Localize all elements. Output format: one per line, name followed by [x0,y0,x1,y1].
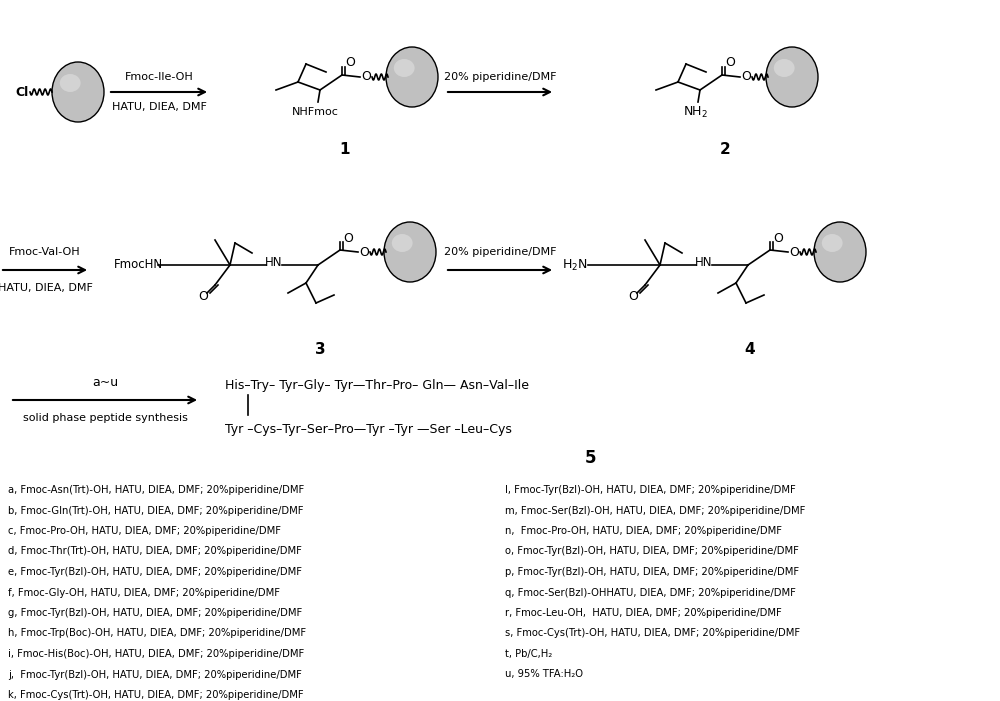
Text: p, Fmoc-Tyr(Bzl)-OH, HATU, DIEA, DMF; 20%piperidine/DMF: p, Fmoc-Tyr(Bzl)-OH, HATU, DIEA, DMF; 20… [505,567,799,577]
Text: O: O [725,57,735,69]
Text: 20% piperidine/DMF: 20% piperidine/DMF [444,247,556,257]
Ellipse shape [814,222,866,282]
Text: e, Fmoc-Tyr(Bzl)-OH, HATU, DIEA, DMF; 20%piperidine/DMF: e, Fmoc-Tyr(Bzl)-OH, HATU, DIEA, DMF; 20… [8,567,302,577]
Text: O: O [741,71,751,83]
Text: s, Fmoc-Cys(Trt)-OH, HATU, DIEA, DMF; 20%piperidine/DMF: s, Fmoc-Cys(Trt)-OH, HATU, DIEA, DMF; 20… [505,629,800,639]
Text: o, Fmoc-Tyr(Bzl)-OH, HATU, DIEA, DMF; 20%piperidine/DMF: o, Fmoc-Tyr(Bzl)-OH, HATU, DIEA, DMF; 20… [505,547,799,557]
Text: u, 95% TFA:H₂O: u, 95% TFA:H₂O [505,669,583,679]
Text: O: O [343,231,353,245]
Text: t, Pb/C,H₂: t, Pb/C,H₂ [505,649,552,659]
Text: O: O [198,290,208,304]
Text: m, Fmoc-Ser(Bzl)-OH, HATU, DIEA, DMF; 20%piperidine/DMF: m, Fmoc-Ser(Bzl)-OH, HATU, DIEA, DMF; 20… [505,505,805,515]
Ellipse shape [60,74,81,92]
Text: O: O [628,290,638,304]
Ellipse shape [822,234,843,252]
Text: O: O [789,245,799,259]
Text: 1: 1 [340,142,350,158]
Text: Fmoc-Val-OH: Fmoc-Val-OH [9,247,81,257]
Text: f, Fmoc-Gly-OH, HATU, DIEA, DMF; 20%piperidine/DMF: f, Fmoc-Gly-OH, HATU, DIEA, DMF; 20%pipe… [8,587,280,597]
Text: 4: 4 [745,343,755,358]
Text: l, Fmoc-Tyr(Bzl)-OH, HATU, DIEA, DMF; 20%piperidine/DMF: l, Fmoc-Tyr(Bzl)-OH, HATU, DIEA, DMF; 20… [505,485,796,495]
Ellipse shape [392,234,413,252]
Text: His–Try– Tyr–Gly– Tyr—Thr–Pro– Gln— Asn–Val–Ile: His–Try– Tyr–Gly– Tyr—Thr–Pro– Gln— Asn–… [225,379,529,391]
Text: i, Fmoc-His(Boc)-OH, HATU, DIEA, DMF; 20%piperidine/DMF: i, Fmoc-His(Boc)-OH, HATU, DIEA, DMF; 20… [8,649,304,659]
Ellipse shape [766,47,818,107]
Ellipse shape [384,222,436,282]
Ellipse shape [394,59,415,77]
Text: solid phase peptide synthesis: solid phase peptide synthesis [23,413,187,423]
Text: NHFmoc: NHFmoc [292,107,338,117]
Text: r, Fmoc-Leu-OH,  HATU, DIEA, DMF; 20%piperidine/DMF: r, Fmoc-Leu-OH, HATU, DIEA, DMF; 20%pipe… [505,608,782,618]
Text: h, Fmoc-Trp(Boc)-OH, HATU, DIEA, DMF; 20%piperidine/DMF: h, Fmoc-Trp(Boc)-OH, HATU, DIEA, DMF; 20… [8,629,306,639]
Text: NH$_2$: NH$_2$ [683,104,707,120]
Text: HN: HN [695,255,713,268]
Text: H$_2$N: H$_2$N [562,257,588,273]
Text: a~u: a~u [92,376,118,388]
Ellipse shape [52,62,104,122]
Text: 2: 2 [720,142,730,158]
Text: HATU, DIEA, DMF: HATU, DIEA, DMF [112,102,206,112]
Text: n,  Fmoc-Pro-OH, HATU, DIEA, DMF; 20%piperidine/DMF: n, Fmoc-Pro-OH, HATU, DIEA, DMF; 20%pipe… [505,526,782,536]
Text: 3: 3 [315,343,325,358]
Text: g, Fmoc-Tyr(Bzl)-OH, HATU, DIEA, DMF; 20%piperidine/DMF: g, Fmoc-Tyr(Bzl)-OH, HATU, DIEA, DMF; 20… [8,608,302,618]
Text: a, Fmoc-Asn(Trt)-OH, HATU, DIEA, DMF; 20%piperidine/DMF: a, Fmoc-Asn(Trt)-OH, HATU, DIEA, DMF; 20… [8,485,304,495]
Text: O: O [359,245,369,259]
Text: Cl: Cl [15,86,29,99]
Text: O: O [773,231,783,245]
Text: j,  Fmoc-Tyr(Bzl)-OH, HATU, DIEA, DMF; 20%piperidine/DMF: j, Fmoc-Tyr(Bzl)-OH, HATU, DIEA, DMF; 20… [8,669,302,679]
Text: q, Fmoc-Ser(Bzl)-OHHATU, DIEA, DMF; 20%piperidine/DMF: q, Fmoc-Ser(Bzl)-OHHATU, DIEA, DMF; 20%p… [505,587,796,597]
Text: O: O [361,71,371,83]
Text: HN: HN [265,255,283,268]
Ellipse shape [774,59,795,77]
Text: 20% piperidine/DMF: 20% piperidine/DMF [444,72,556,82]
Text: Fmoc-Ile-OH: Fmoc-Ile-OH [125,72,193,82]
Text: c, Fmoc-Pro-OH, HATU, DIEA, DMF; 20%piperidine/DMF: c, Fmoc-Pro-OH, HATU, DIEA, DMF; 20%pipe… [8,526,281,536]
Text: Tyr –Cys–Tyr–Ser–Pro—Tyr –Tyr —Ser –Leu–Cys: Tyr –Cys–Tyr–Ser–Pro—Tyr –Tyr —Ser –Leu–… [225,423,512,437]
Text: FmocHN: FmocHN [113,259,163,271]
Text: b, Fmoc-Gln(Trt)-OH, HATU, DIEA, DMF; 20%piperidine/DMF: b, Fmoc-Gln(Trt)-OH, HATU, DIEA, DMF; 20… [8,505,304,515]
Text: k, Fmoc-Cys(Trt)-OH, HATU, DIEA, DMF; 20%piperidine/DMF: k, Fmoc-Cys(Trt)-OH, HATU, DIEA, DMF; 20… [8,690,304,700]
Ellipse shape [386,47,438,107]
Text: d, Fmoc-Thr(Trt)-OH, HATU, DIEA, DMF; 20%piperidine/DMF: d, Fmoc-Thr(Trt)-OH, HATU, DIEA, DMF; 20… [8,547,302,557]
Text: HATU, DIEA, DMF: HATU, DIEA, DMF [0,283,92,293]
Text: O: O [345,57,355,69]
Text: 5: 5 [584,449,596,467]
